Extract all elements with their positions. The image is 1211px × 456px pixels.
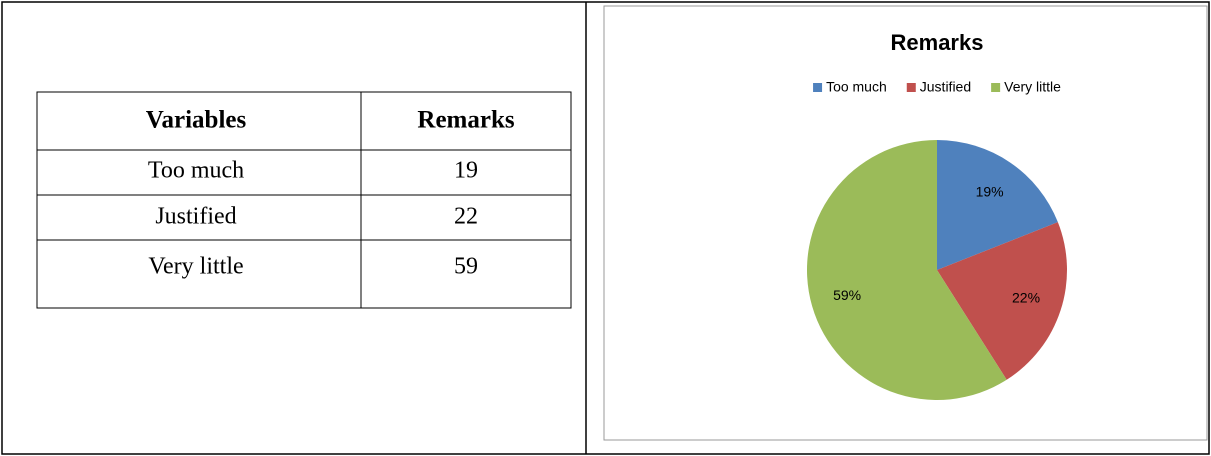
cell: 19 <box>454 158 478 184</box>
legend-swatch <box>991 83 1001 92</box>
header-cell: Variables <box>146 107 247 134</box>
legend-label: Too much <box>826 79 887 95</box>
cell: Very little <box>148 254 243 280</box>
pie-slice <box>937 140 1058 270</box>
cell: Justified <box>155 204 236 230</box>
legend-label: Very little <box>1004 79 1061 95</box>
header-cell: Remarks <box>417 107 514 134</box>
legend-label: Justified <box>920 79 971 95</box>
legend-swatch <box>906 83 916 92</box>
table-border <box>36 91 572 309</box>
slice-label: 19% <box>976 183 1004 199</box>
legend-swatch <box>813 83 823 92</box>
cell: Too much <box>148 158 244 184</box>
chart-title: Remarks <box>891 30 984 55</box>
pie-slice <box>807 140 1007 400</box>
pie-slice <box>937 222 1067 380</box>
slice-label: 59% <box>833 287 861 303</box>
data-table: Variables Remarks Too much 19 Justified … <box>36 91 572 309</box>
slice-label: 22% <box>1012 290 1040 306</box>
cell: 59 <box>454 254 478 280</box>
cell: 22 <box>454 204 478 230</box>
